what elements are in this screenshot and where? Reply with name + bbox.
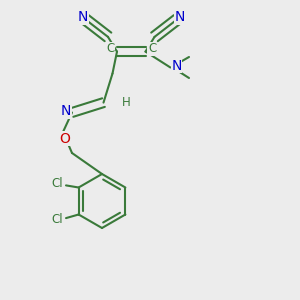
Text: N: N xyxy=(171,59,182,73)
Text: N: N xyxy=(61,104,71,118)
Text: C: C xyxy=(148,42,156,55)
Text: Cl: Cl xyxy=(51,177,63,190)
Text: H: H xyxy=(122,95,130,109)
Text: C: C xyxy=(106,42,115,55)
Text: Cl: Cl xyxy=(51,213,63,226)
Text: O: O xyxy=(59,132,70,145)
Text: N: N xyxy=(78,10,88,24)
Text: N: N xyxy=(174,10,184,24)
